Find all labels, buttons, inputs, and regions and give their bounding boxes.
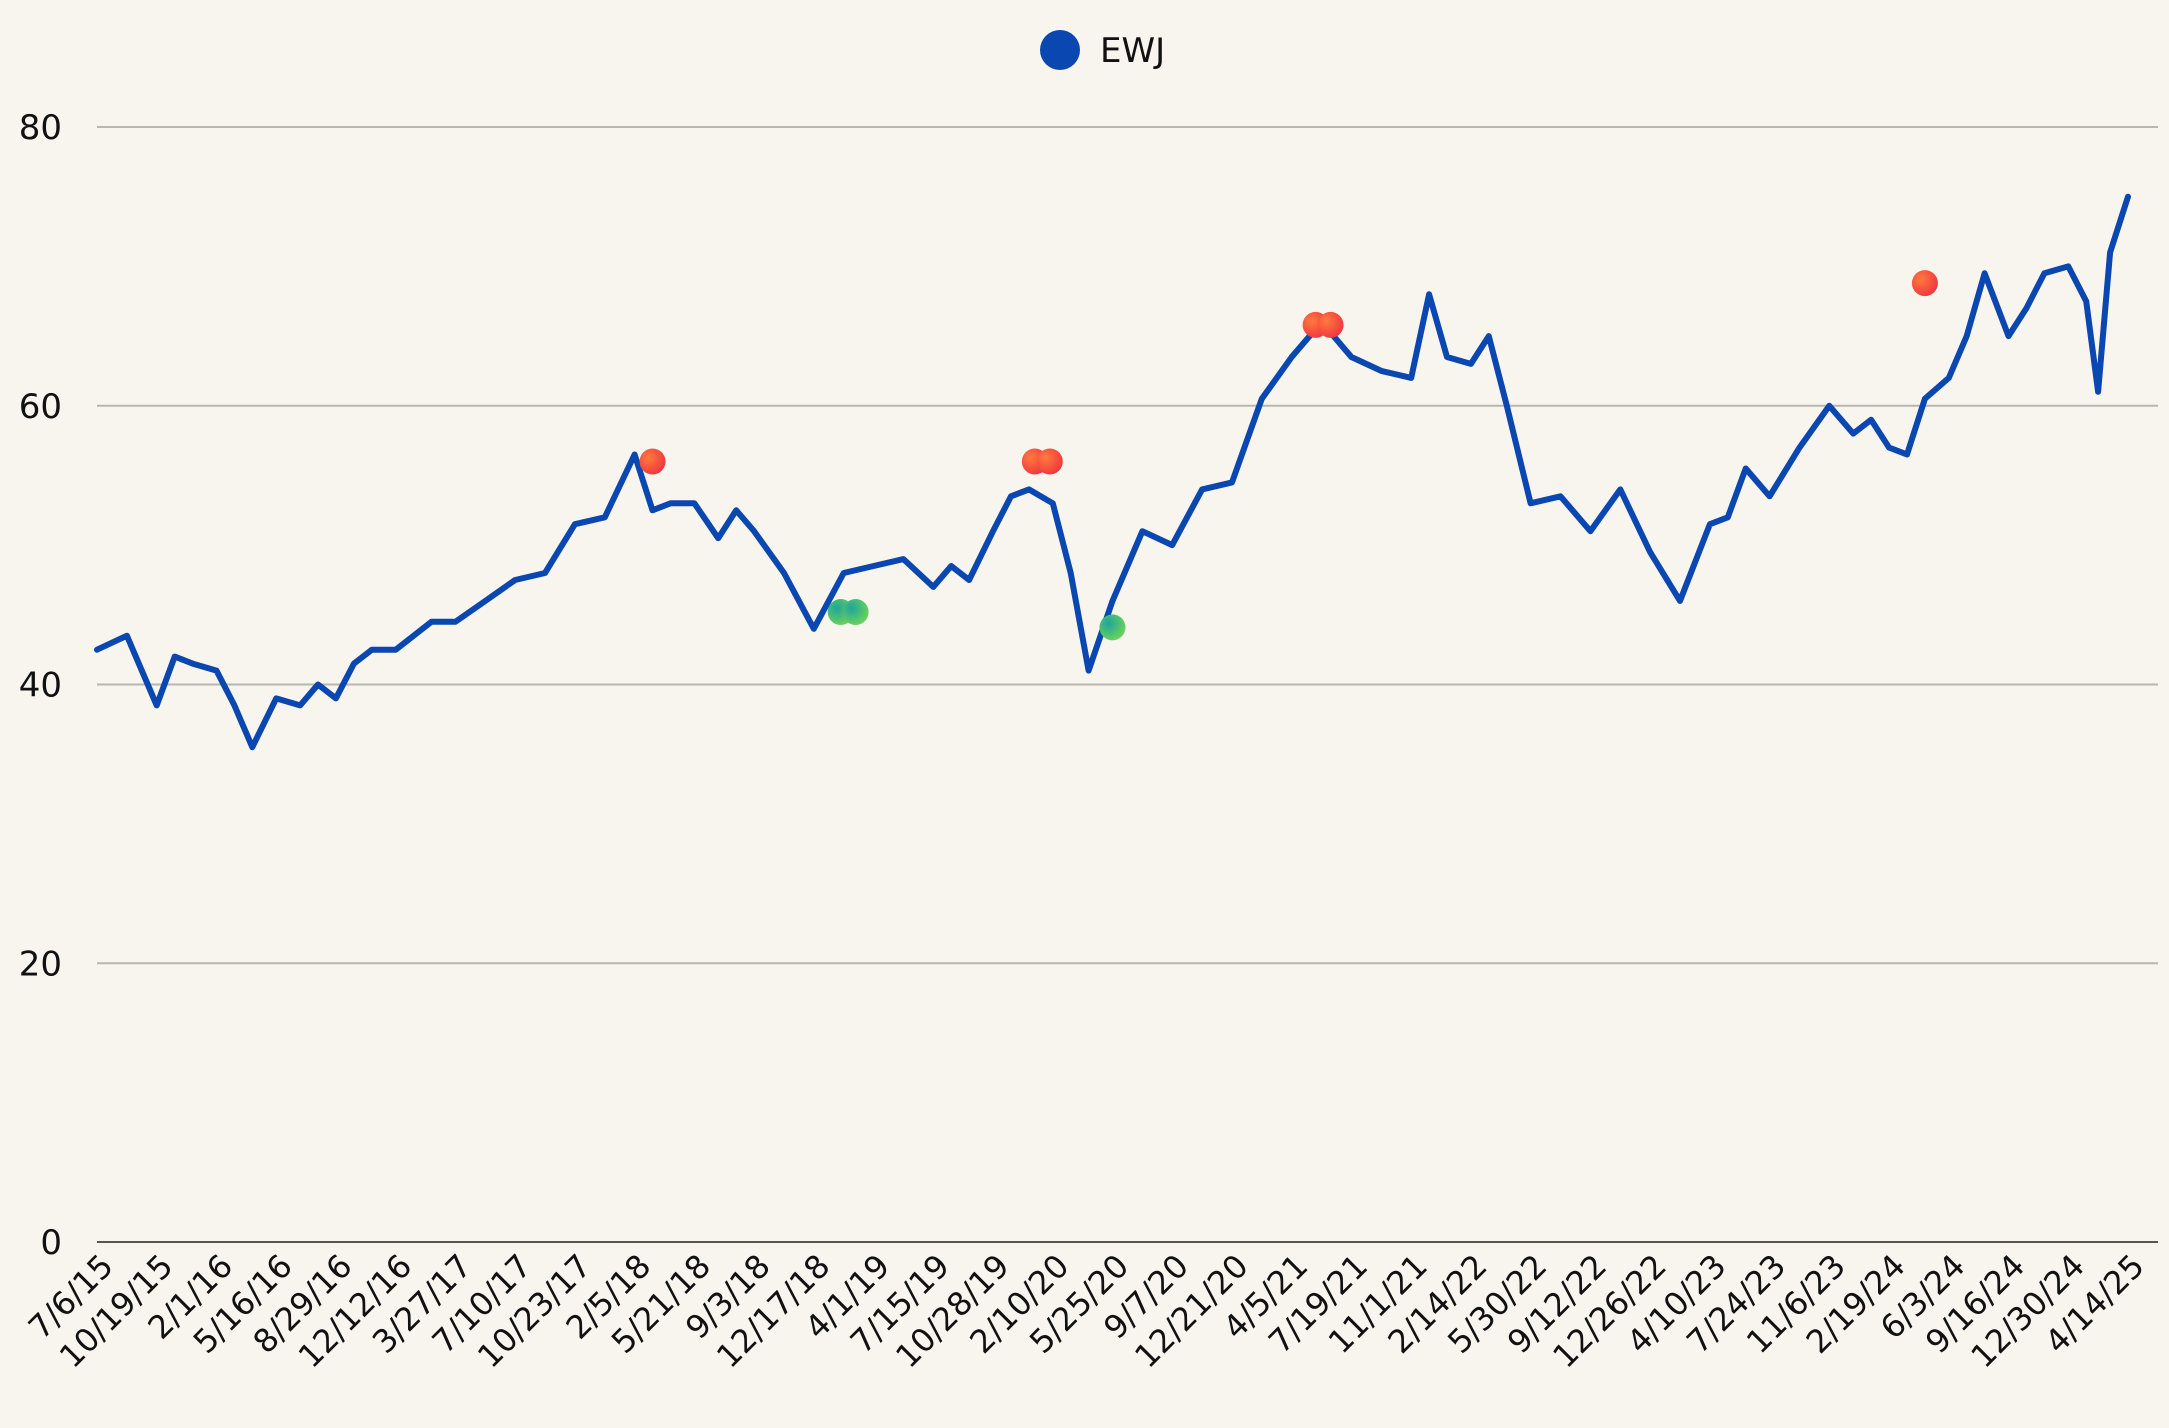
buy-signal-marker bbox=[842, 599, 869, 626]
y-tick-label: 60 bbox=[19, 387, 62, 427]
buy-signal-marker bbox=[1099, 614, 1126, 641]
y-tick-label: 0 bbox=[40, 1223, 62, 1263]
sell-signal-marker bbox=[1036, 448, 1063, 475]
sell-signal-marker bbox=[1911, 270, 1938, 297]
y-tick-label: 40 bbox=[19, 666, 62, 706]
x-axis-ticks: 7/6/1510/19/152/1/165/16/168/29/1612/12/… bbox=[21, 1247, 2152, 1375]
legend: EWJ bbox=[1040, 30, 1165, 71]
sell-signal-marker bbox=[639, 448, 666, 475]
y-axis-ticks: 0 20 40 60 80 bbox=[19, 108, 62, 1263]
legend-label-ewj: EWJ bbox=[1100, 31, 1165, 71]
series-line-ewj bbox=[94, 193, 2131, 751]
signal-markers bbox=[639, 270, 1938, 641]
legend-swatch-ewj bbox=[1040, 30, 1080, 70]
y-tick-label: 20 bbox=[19, 944, 62, 984]
y-tick-label: 80 bbox=[19, 108, 62, 148]
sell-signal-marker bbox=[1317, 311, 1344, 338]
y-gridlines bbox=[97, 126, 2158, 1243]
